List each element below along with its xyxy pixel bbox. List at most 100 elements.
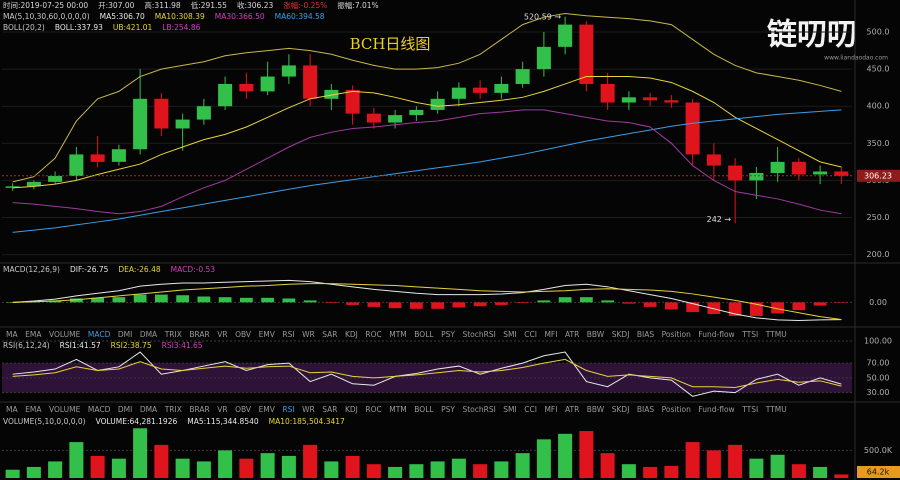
indicator-tab[interactable]: Position <box>661 330 691 339</box>
indicator-tab[interactable]: DMI <box>117 405 133 414</box>
indicator-tab[interactable]: WR <box>302 330 315 339</box>
indicator-tab[interactable]: BIAS <box>636 330 655 339</box>
header-item: MA10:185,504.3417 <box>268 417 345 426</box>
candle-body <box>409 109 424 116</box>
candle-body <box>388 115 403 123</box>
y-tick-label: 70.00 <box>867 359 890 368</box>
header-item: MA30:366.50 <box>214 12 265 21</box>
panel-header: VOLUME(5,10,0,0,0,0) VOLUME:64,281.1926 MA… <box>3 417 345 427</box>
indicator-tab[interactable]: SAR <box>322 330 338 339</box>
macd-bar <box>91 297 104 303</box>
indicator-tab[interactable]: MFI <box>544 405 558 414</box>
indicator-tab[interactable]: SMI <box>503 330 517 339</box>
indicator-tab[interactable]: EMV <box>258 330 275 339</box>
indicator-tab[interactable]: RSI <box>282 330 295 339</box>
header-item: MACD(12,26,9) <box>3 265 60 274</box>
indicator-tab[interactable]: BRAR <box>189 405 210 414</box>
macd-bar <box>686 302 699 313</box>
panel-header: 时间:2019-07-25 00:00 开:307.00 高:311.98 低:291… <box>3 1 379 11</box>
indicator-tab[interactable]: TTSI <box>742 330 759 339</box>
indicator-tab[interactable]: SKDJ <box>611 405 630 414</box>
chart-title: BCH日线图 <box>350 35 431 53</box>
indicator-tab[interactable]: DMA <box>139 405 158 414</box>
candle-body <box>685 102 700 155</box>
candle-body <box>579 24 594 84</box>
indicator-tab[interactable]: DMA <box>139 330 158 339</box>
indicator-tab[interactable]: ATR <box>564 405 580 414</box>
panel-header: MACD(12,26,9) DIF:-26.75 DEA:-26.48 MACD:-0… <box>3 265 215 275</box>
indicator-tab[interactable]: OBV <box>235 405 252 414</box>
indicator-tab[interactable]: TTSI <box>742 405 759 414</box>
indicator-tab[interactable]: ROC <box>365 405 382 414</box>
macd-bar <box>325 302 338 303</box>
indicator-tab[interactable]: RSI <box>282 405 295 414</box>
indicator-tab[interactable]: SMI <box>503 405 517 414</box>
indicator-tab[interactable]: VOLUME <box>48 330 81 339</box>
indicator-tab[interactable]: ATR <box>564 330 580 339</box>
candle-body <box>558 24 573 47</box>
indicator-tab[interactable]: PSY <box>441 405 455 414</box>
indicator-tab[interactable]: EMA <box>25 405 42 414</box>
indicator-tab[interactable]: ROC <box>365 330 382 339</box>
indicator-tab[interactable]: BOLL <box>414 405 434 414</box>
y-tick-label: 500.0K <box>864 446 893 455</box>
indicator-tab[interactable]: Position <box>661 405 691 414</box>
indicator-tab[interactable]: MA <box>6 405 18 414</box>
header-item: 高:311.98 <box>144 1 181 10</box>
indicator-tab[interactable]: VR <box>217 330 228 339</box>
indicator-tab[interactable]: Fund-flow <box>698 330 735 339</box>
indicator-tab[interactable]: StochRSI <box>462 330 496 339</box>
candle-body <box>281 65 296 77</box>
indicator-line <box>12 351 842 397</box>
indicator-tab[interactable]: BIAS <box>636 405 655 414</box>
indicator-tab[interactable]: KDJ <box>344 405 358 414</box>
indicator-tab[interactable]: CCI <box>524 405 537 414</box>
indicator-tab[interactable]: MACD <box>87 330 111 339</box>
indicator-tab[interactable]: MACD <box>87 405 111 414</box>
indicator-tab[interactable]: BOLL <box>414 330 434 339</box>
indicator-tab[interactable]: SAR <box>322 405 338 414</box>
header-item: RSI1:41.57 <box>59 341 101 350</box>
indicator-tab[interactable]: CCI <box>524 330 537 339</box>
candle-body <box>515 69 530 84</box>
candle-body <box>69 154 84 176</box>
indicator-tab[interactable]: SKDJ <box>611 330 630 339</box>
indicator-tab[interactable]: TTMU <box>765 330 787 339</box>
header-item: LB:254.86 <box>162 23 201 32</box>
macd-bar <box>665 302 678 310</box>
indicator-line <box>12 109 842 233</box>
indicator-tab[interactable]: KDJ <box>344 330 358 339</box>
indicator-tab[interactable]: EMA <box>25 330 42 339</box>
indicator-tab[interactable]: OBV <box>235 330 252 339</box>
indicator-tab[interactable]: MFI <box>544 330 558 339</box>
indicator-tab[interactable]: MTM <box>389 405 407 414</box>
header-item: MA60:394.58 <box>274 12 325 21</box>
y-tick-label: 400.0 <box>867 102 890 111</box>
indicator-tab[interactable]: EMV <box>258 405 275 414</box>
indicator-tab[interactable]: MA <box>6 330 18 339</box>
indicator-tab[interactable]: VR <box>217 405 228 414</box>
candle-body <box>451 87 466 99</box>
volume-bar <box>473 464 488 478</box>
max-annotation: 520.59 → <box>524 12 562 21</box>
y-tick-label: 500.0 <box>867 28 890 37</box>
volume-badge-label: 64.2k <box>867 468 890 477</box>
macd-bar <box>750 302 763 316</box>
indicator-tab[interactable]: TRIX <box>164 405 182 414</box>
indicator-tab[interactable]: WR <box>302 405 315 414</box>
candle-body <box>218 83 233 107</box>
candle-body <box>324 89 339 99</box>
indicator-tab[interactable]: Fund-flow <box>698 405 735 414</box>
indicator-tab[interactable]: PSY <box>441 330 455 339</box>
indicator-tab[interactable]: StochRSI <box>462 405 496 414</box>
indicator-tab[interactable]: TRIX <box>164 330 182 339</box>
indicator-tab[interactable]: BBW <box>586 405 605 414</box>
indicator-tab[interactable]: MTM <box>389 330 407 339</box>
candle-body <box>728 165 743 181</box>
indicator-tab[interactable]: TTMU <box>765 405 787 414</box>
indicator-tab[interactable]: BRAR <box>189 330 210 339</box>
indicator-tab[interactable]: DMI <box>117 330 133 339</box>
indicator-tab[interactable]: VOLUME <box>48 405 81 414</box>
candle-body <box>749 172 764 181</box>
indicator-tab[interactable]: BBW <box>586 330 605 339</box>
